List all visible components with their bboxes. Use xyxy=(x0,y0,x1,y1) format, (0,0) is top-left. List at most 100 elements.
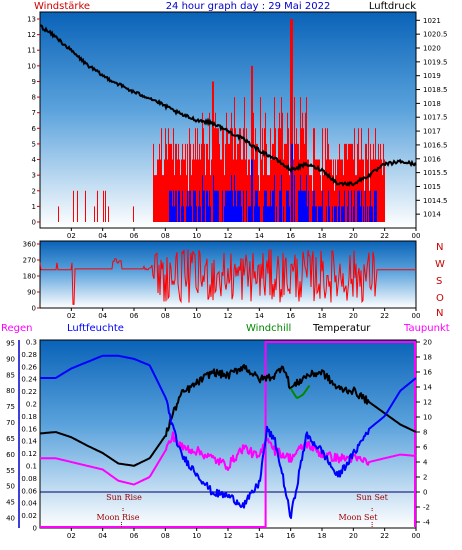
rain-y-tick-label: 0.16 xyxy=(21,425,37,433)
temperature-y-tick-label: -4 xyxy=(423,519,431,527)
rain-y-tick-label: 0.02 xyxy=(21,512,37,520)
temperature-y-tick-label: -2 xyxy=(423,504,430,512)
wind-y-tick-label: 3 xyxy=(32,172,36,180)
wind-speed-bars xyxy=(58,19,385,222)
x-axis-tick-label: 16 xyxy=(286,532,295,540)
wind-gust-bars xyxy=(169,143,377,222)
x-axis-tick-label: 20 xyxy=(349,232,358,240)
temperature-y-tick-label: 6 xyxy=(423,444,428,452)
series-line-temperatur xyxy=(39,363,417,467)
wind-y-tick-label: 8 xyxy=(32,94,36,102)
x-axis-tick-label: 18 xyxy=(318,312,327,320)
humidity-y-tick-label: 50 xyxy=(6,483,15,491)
legend-luftfeuchte: Luftfeuchte xyxy=(67,323,124,334)
x-axis-tick-label: 22 xyxy=(380,232,389,240)
pressure-y-tick-label: 1015 xyxy=(423,183,441,191)
compass-o: O xyxy=(436,293,444,304)
x-axis-tick-label: 12 xyxy=(224,532,233,540)
pressure-line xyxy=(39,24,417,187)
pressure-y-tick-label: 1017 xyxy=(423,128,441,136)
humidity-y-tick-label: 95 xyxy=(6,340,15,348)
wind-y-tick-label: 10 xyxy=(27,62,36,70)
x-axis-tick-label: 10 xyxy=(192,312,201,320)
x-axis-tick-label: 20 xyxy=(349,532,358,540)
x-axis-tick-label: 16 xyxy=(286,312,295,320)
rain-y-tick-label: 0.28 xyxy=(21,351,37,359)
x-axis-tick-label: 16 xyxy=(286,232,295,240)
x-axis-tick-label: 18 xyxy=(318,532,327,540)
temperature-y-tick-label: 14 xyxy=(423,384,432,392)
wind-y-tick-label: 9 xyxy=(32,78,36,86)
pressure-y-tick-label: 1014 xyxy=(423,211,441,219)
humidity-y-tick-label: 90 xyxy=(6,355,15,363)
rain-y-tick-label: 0 xyxy=(33,525,37,533)
rain-y-tick-label: 0.08 xyxy=(21,475,37,483)
pressure-y-tick-label: 1014.5 xyxy=(423,197,448,205)
humidity-y-tick-label: 70 xyxy=(6,419,15,427)
compass-n-bottom: N xyxy=(436,308,443,319)
wind-y-tick-label: 13 xyxy=(27,16,36,24)
sun-set-label: Sun Set xyxy=(356,493,389,502)
moon-rise-label: Moon Rise xyxy=(97,513,140,522)
humidity-y-tick-label: 80 xyxy=(6,387,15,395)
x-axis-tick-label: 18 xyxy=(318,232,327,240)
temperature-y-tick-label: 18 xyxy=(423,354,432,362)
x-axis-tick-label: 04 xyxy=(98,232,107,240)
wind-y-tick-label: 11 xyxy=(27,47,36,55)
humidity-y-tick-label: 40 xyxy=(6,515,15,523)
temperature-y-tick-label: 16 xyxy=(423,369,432,377)
x-axis-tick-label: 02 xyxy=(67,312,76,320)
x-axis-tick-label: 14 xyxy=(255,532,264,540)
series-line-luftfeuchte xyxy=(40,354,417,519)
pressure-y-tick-label: 1015.5 xyxy=(423,169,448,177)
humidity-y-tick-label: 65 xyxy=(6,435,15,443)
left-axis-title: Windstärke xyxy=(34,1,90,12)
pressure-y-tick-label: 1019.5 xyxy=(423,58,448,66)
rain-total-line xyxy=(40,341,416,528)
x-axis-tick-label: 02 xyxy=(67,532,76,540)
sun-rise-label: Sun Rise xyxy=(106,493,142,502)
legend-regen: Regen xyxy=(1,323,33,334)
temperature-y-tick-label: 12 xyxy=(423,399,432,407)
x-axis-tick-label: 10 xyxy=(192,232,201,240)
moon-set-label: Moon Set xyxy=(339,513,379,522)
wind-y-tick-label: 7 xyxy=(32,109,36,117)
pressure-y-tick-label: 1020.5 xyxy=(423,31,448,39)
x-axis-tick-label: 00 xyxy=(412,232,421,240)
pressure-y-tick-label: 1017.5 xyxy=(423,114,448,122)
x-axis-tick-label: 00 xyxy=(412,532,421,540)
pressure-y-tick-label: 1019 xyxy=(423,72,441,80)
x-axis-tick-label: 14 xyxy=(255,232,264,240)
wind-y-tick-label: 5 xyxy=(32,140,36,148)
rain-y-tick-label: 0.18 xyxy=(21,413,37,421)
x-axis-tick-label: 02 xyxy=(67,232,76,240)
compass-n-top: N xyxy=(436,242,443,253)
x-axis-tick-label: 12 xyxy=(224,312,233,320)
x-axis-tick-label: 22 xyxy=(380,532,389,540)
x-axis-tick-label: 04 xyxy=(98,532,107,540)
pressure-y-tick-label: 1016 xyxy=(423,155,441,163)
x-axis-tick-label: 12 xyxy=(224,232,233,240)
legend-taupunkt: Taupunkt xyxy=(403,323,450,334)
rain-y-tick-label: 0.3 xyxy=(26,339,37,347)
chart-title: 24 hour graph day : 29 Mai 2022 xyxy=(166,1,331,12)
rain-y-tick-label: 0.04 xyxy=(21,500,37,508)
compass-w: W xyxy=(435,259,445,270)
pressure-y-tick-label: 1018 xyxy=(423,100,441,108)
x-axis-tick-label: 08 xyxy=(161,312,170,320)
x-axis-tick-label: 08 xyxy=(161,232,170,240)
humidity-y-tick-label: 55 xyxy=(6,467,15,475)
temperature-y-tick-label: 10 xyxy=(423,414,432,422)
x-axis-tick-label: 20 xyxy=(349,312,358,320)
direction-y-tick-label: 0 xyxy=(32,305,36,313)
wind-direction-line xyxy=(39,249,416,305)
temperature-y-tick-label: 4 xyxy=(423,459,428,467)
x-axis-tick-label: 14 xyxy=(255,312,264,320)
wind-y-tick-label: 6 xyxy=(32,125,37,133)
temperature-y-tick-label: 8 xyxy=(423,429,427,437)
pressure-y-tick-label: 1018.5 xyxy=(423,86,448,94)
wind-y-tick-label: 12 xyxy=(27,31,36,39)
x-axis-tick-label: 00 xyxy=(412,312,421,320)
humidity-y-tick-label: 75 xyxy=(6,403,15,411)
